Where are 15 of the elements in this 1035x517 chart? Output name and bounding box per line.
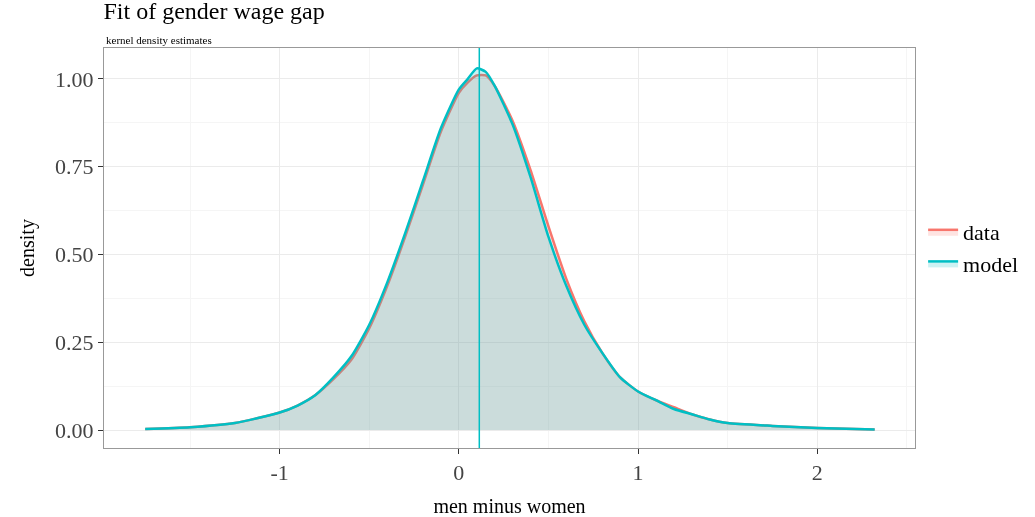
x-tick-label: 0 (453, 460, 465, 486)
y-tick-label: 0.75 (55, 154, 94, 180)
y-tick-label: 0.25 (55, 329, 94, 355)
legend-label: data (963, 220, 1000, 246)
legend-label: model (963, 251, 1019, 277)
x-tick-label: 1 (632, 460, 644, 486)
x-tick-label: -1 (270, 460, 289, 486)
chart-subtitle: kernel density estimates (106, 34, 212, 46)
x-tick-label: 2 (811, 460, 823, 486)
y-axis-title: density (15, 219, 39, 277)
y-tick-label: 0.00 (55, 417, 94, 443)
y-tick-label: 1.00 (55, 66, 94, 92)
chart-title: Fit of gender wage gap (103, 0, 325, 24)
y-tick-label: 0.50 (55, 242, 94, 268)
x-axis-title: men minus women (433, 495, 586, 517)
